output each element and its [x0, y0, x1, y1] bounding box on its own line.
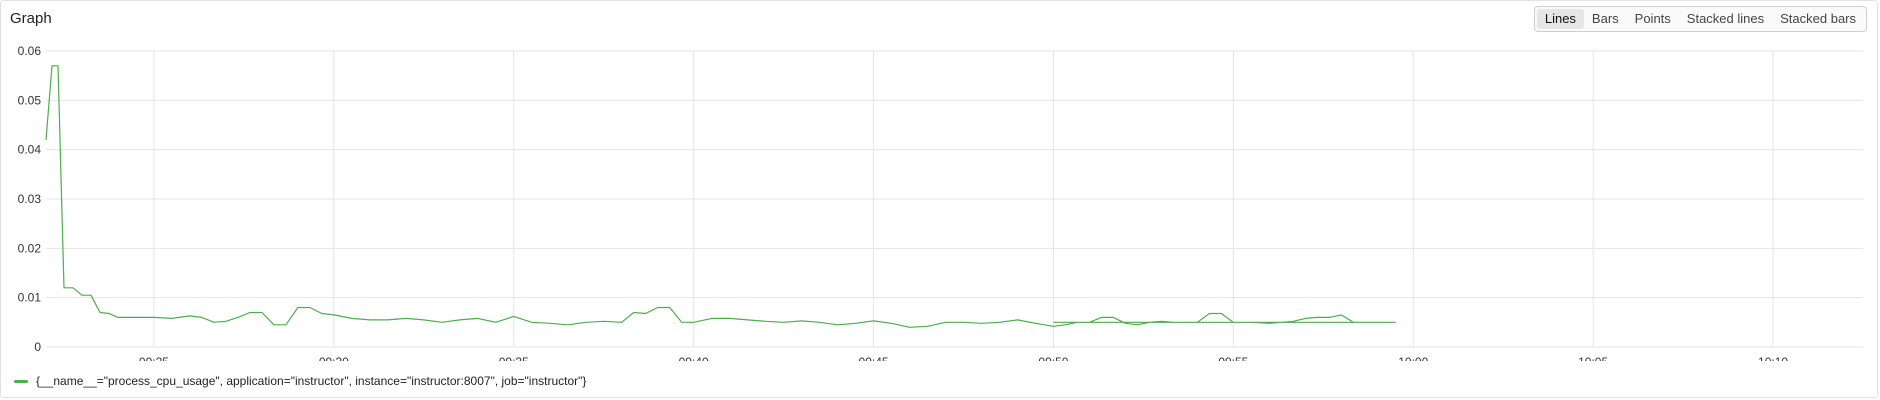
y-tick-label: 0: [34, 340, 41, 354]
bars-button[interactable]: Bars: [1591, 11, 1619, 26]
chart-type-toggle: Lines Bars Points Stacked lines Stacked …: [1533, 6, 1867, 32]
y-tick-label: 0.05: [18, 93, 42, 107]
stacked-bars-button[interactable]: Stacked bars: [1780, 11, 1856, 26]
y-tick-label: 0.04: [18, 143, 42, 157]
x-tick-label: 10:05: [1578, 355, 1608, 361]
y-tick-label: 0.06: [18, 44, 42, 58]
x-tick-label: 09:40: [679, 355, 709, 361]
stacked-lines-button[interactable]: Stacked lines: [1686, 11, 1765, 26]
x-tick-label: 09:50: [1038, 355, 1068, 361]
y-tick-label: 0.03: [18, 192, 42, 206]
x-tick-label: 09:35: [499, 355, 529, 361]
y-tick-label: 0.02: [18, 241, 42, 255]
lines-button[interactable]: Lines: [1536, 9, 1584, 29]
legend-swatch: [14, 379, 28, 383]
x-tick-label: 10:00: [1398, 355, 1428, 361]
line-chart: 0 0.01 0.02 0.03 0.04 0.05 0.06 09:25 09:30 09:35…: [18, 44, 1863, 361]
y-tick-label: 0.01: [18, 291, 42, 305]
x-tick-label: 09:55: [1218, 355, 1248, 361]
points-button[interactable]: Points: [1634, 11, 1671, 26]
x-tick-label: 09:25: [139, 355, 169, 361]
series-line: [45, 65, 1396, 328]
x-tick-label: 09:45: [859, 355, 889, 361]
x-tick-label: 09:30: [319, 355, 349, 361]
panel-title: Graph: [10, 10, 52, 27]
chart-legend[interactable]: {__name__="process_cpu_usage", applicati…: [14, 374, 586, 388]
legend-label: {__name__="process_cpu_usage", applicati…: [36, 374, 587, 388]
x-tick-label: 10:10: [1758, 355, 1788, 361]
